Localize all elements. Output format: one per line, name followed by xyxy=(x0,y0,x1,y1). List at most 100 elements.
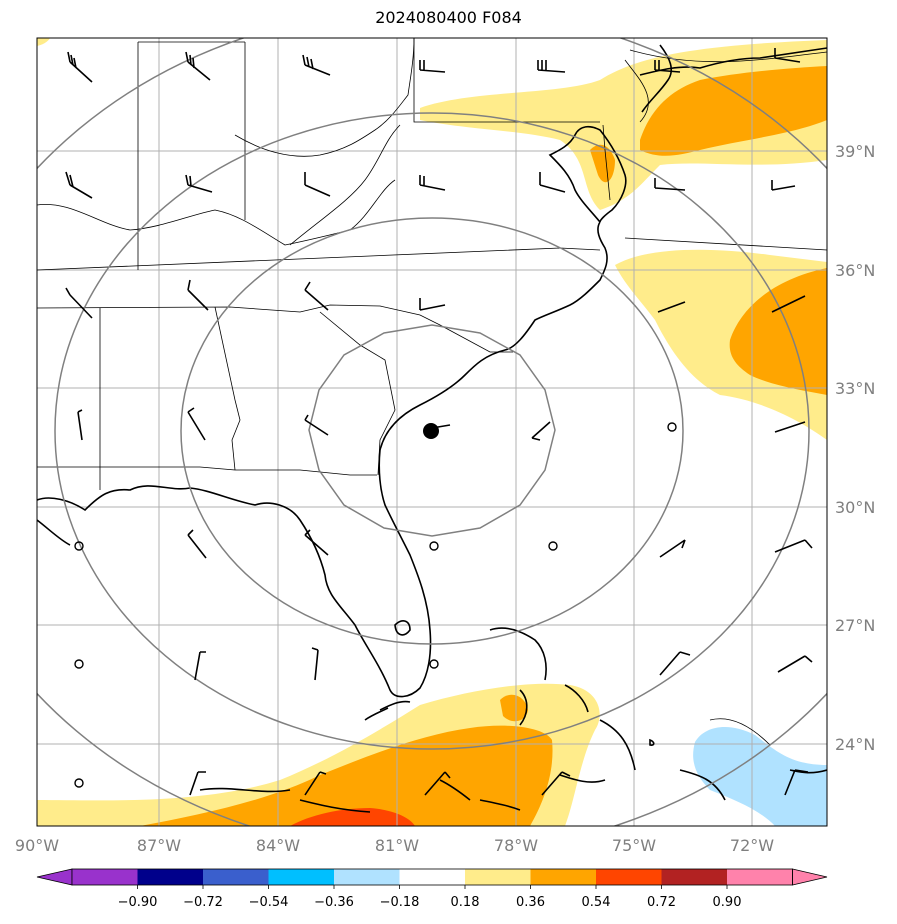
colorbar-segment xyxy=(661,869,727,885)
lon-label: 75°W xyxy=(612,836,656,855)
wind-barb xyxy=(302,54,331,76)
wind-barb xyxy=(189,771,206,796)
wind-barb xyxy=(311,647,319,681)
wind-barb xyxy=(304,529,329,556)
wind-barb xyxy=(774,421,806,433)
colorbar-segment xyxy=(465,869,531,885)
lat-label: 39°N xyxy=(835,142,875,161)
wind-barb xyxy=(531,421,551,441)
wind-barb xyxy=(419,60,446,73)
colorbar-frame xyxy=(71,868,793,886)
shade-light-corner xyxy=(37,38,50,46)
wind-barb xyxy=(657,301,686,313)
wind-barb xyxy=(187,407,206,441)
colorbar-tick-label: 0.36 xyxy=(516,895,545,910)
gridlines xyxy=(37,38,827,826)
colorbar-segment xyxy=(268,869,334,885)
calm-wind-circle xyxy=(429,541,439,551)
colorbar-segment xyxy=(203,869,269,885)
lon-label: 78°W xyxy=(494,836,538,855)
lon-label: 87°W xyxy=(137,836,181,855)
colorbar-under-triangle xyxy=(36,868,73,886)
coastlines xyxy=(37,44,827,813)
colorbar-tick-label: −0.18 xyxy=(380,895,420,910)
colorbar-segment xyxy=(596,869,662,885)
colorbar: −0.90 −0.72 −0.54 −0.36 −0.18 0.18 0.36 … xyxy=(36,868,828,910)
wind-barb xyxy=(784,769,809,796)
range-rings xyxy=(37,38,827,826)
wind-barb xyxy=(771,180,796,191)
wind-barb xyxy=(419,175,446,191)
wind-barb xyxy=(304,771,327,796)
lat-label: 30°N xyxy=(835,498,875,517)
calm-wind-circle xyxy=(74,659,84,669)
wind-barb xyxy=(654,178,686,191)
wind-barb xyxy=(774,48,801,63)
colorbar-tick-label: 0.18 xyxy=(451,895,480,910)
wind-barb xyxy=(659,651,691,676)
lon-label: 72°W xyxy=(730,836,774,855)
range-ring-2 xyxy=(180,217,684,645)
shade-orange-bahamas xyxy=(500,694,528,722)
colorbar-segment xyxy=(727,869,793,885)
range-ring-1 xyxy=(308,324,556,537)
wind-barb xyxy=(774,539,813,553)
range-ring-3 xyxy=(54,112,810,750)
wind-barb xyxy=(541,771,571,796)
wind-barb xyxy=(194,651,206,681)
calm-wind-circle xyxy=(548,541,558,551)
shade-orange-delmarva xyxy=(590,144,615,183)
storm-center-marker xyxy=(423,423,439,439)
lat-label: 36°N xyxy=(835,261,875,280)
colorbar-tick-label: −0.72 xyxy=(183,895,223,910)
colorbar-segment xyxy=(137,869,203,885)
shade-red-gulf xyxy=(290,808,415,826)
wind-barb xyxy=(771,295,806,313)
lon-label: 90°W xyxy=(15,836,59,855)
wind-barb xyxy=(537,60,566,73)
wind-barb xyxy=(659,539,686,558)
wind-barb xyxy=(185,51,211,81)
wind-barb xyxy=(187,529,207,559)
colorbar-tick-label: −0.54 xyxy=(249,895,289,910)
wind-barb xyxy=(65,287,93,319)
shade-orange-gulf xyxy=(140,725,553,826)
lat-label: 33°N xyxy=(835,379,875,398)
wind-barb xyxy=(77,409,83,441)
wind-barb xyxy=(185,174,213,193)
lon-label: 81°W xyxy=(375,836,419,855)
calm-wind-circle xyxy=(74,778,84,788)
wind-barb xyxy=(304,172,331,197)
lon-label: 84°W xyxy=(256,836,300,855)
plot-frame xyxy=(36,37,828,827)
wind-barb xyxy=(65,171,93,199)
wind-barb xyxy=(67,51,93,83)
colorbar-segment xyxy=(334,869,400,885)
wind-barb xyxy=(424,771,451,796)
wind-barb xyxy=(419,298,446,311)
colorbar-tick-label: 0.72 xyxy=(647,895,676,910)
colorbar-segment xyxy=(530,869,596,885)
lat-label: 27°N xyxy=(835,616,875,635)
longitude-labels: 90°W 87°W 84°W 81°W 78°W 75°W 72°W xyxy=(15,836,774,855)
wind-barb xyxy=(777,655,813,673)
latitude-labels: 39°N 36°N 33°N 30°N 27°N 24°N xyxy=(835,142,875,754)
colorbar-tick-label: −0.90 xyxy=(118,895,158,910)
colorbar-segment xyxy=(72,869,138,885)
wind-barbs xyxy=(65,48,813,796)
lat-label: 24°N xyxy=(835,735,875,754)
wind-barb xyxy=(304,281,329,311)
colorbar-segment xyxy=(399,869,465,885)
calm-wind-circle xyxy=(74,541,84,551)
shade-orange-atlantic xyxy=(729,268,827,395)
wind-barb xyxy=(304,414,329,436)
wind-barb xyxy=(187,279,209,311)
map-title: 2024080400 F084 xyxy=(375,8,522,27)
shade-orange-northeast xyxy=(640,66,827,156)
calm-wind-circle xyxy=(429,659,439,669)
colorbar-tick-label: −0.36 xyxy=(314,895,354,910)
shade-blue-negative xyxy=(693,726,827,826)
wind-barb xyxy=(654,60,681,73)
calm-wind-circle xyxy=(667,422,677,432)
